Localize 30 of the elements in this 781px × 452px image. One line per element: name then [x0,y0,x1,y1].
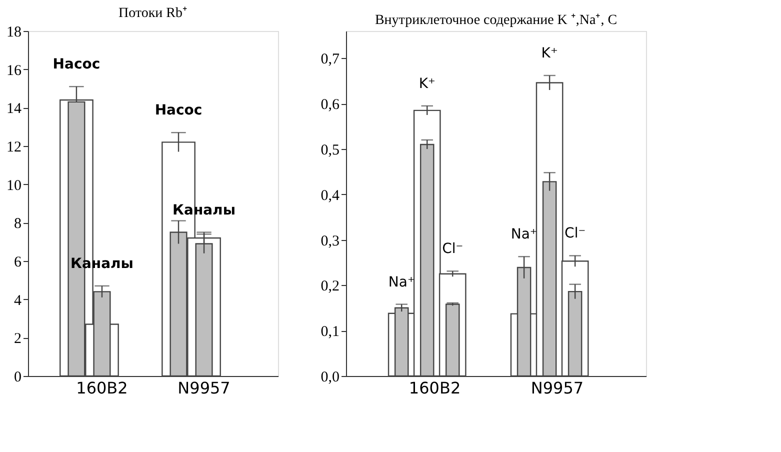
annotation: K⁺ [541,45,558,62]
y-tick-label: 0,5 [320,142,340,159]
y-tick-label: 14 [6,101,22,118]
y-tick-label: 4 [14,292,22,309]
annotation: Насос [52,56,100,73]
y-tick-label: 0,3 [320,233,340,250]
y-tick-label: 8 [14,216,22,232]
chart-title: Потоки Rb⁺ [118,6,188,21]
y-tick-label: 0,7 [320,52,340,68]
y-tick-label: 0,6 [320,97,340,114]
y-tick-label: 10 [6,178,22,194]
y-tick-label: 6 [14,254,22,270]
annotation: Насос [154,102,202,119]
y-tick-label: 16 [6,62,22,79]
annotation: Cl⁻ [564,226,586,242]
y-tick-label: 0,0 [320,370,340,386]
y-tick-label: 2 [14,331,22,348]
y-tick-label: 0 [14,370,22,386]
x-tick-label: 160B2 [408,378,461,398]
annotation: Cl⁻ [442,241,464,258]
x-tick-label: 160B2 [76,378,128,398]
y-tick-label: 0,4 [320,188,340,204]
y-tick-label: 0,1 [320,324,340,340]
y-tick-label: 0,2 [320,278,340,295]
annotation: K⁺ [418,76,436,92]
x-tick-label: N9957 [178,378,230,398]
x-tick-label: N9957 [530,378,584,398]
y-tick-label: 18 [6,24,22,40]
y-tick-label: 12 [6,140,22,156]
chart-title: Внутриклеточное содержание K ⁺,Na⁺, C [374,13,618,28]
